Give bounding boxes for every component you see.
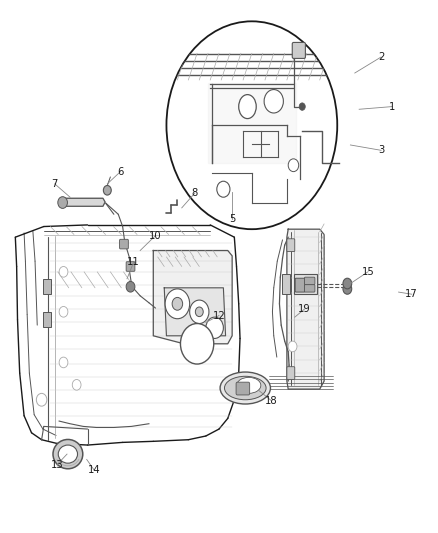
Text: 18: 18	[265, 396, 278, 406]
Ellipse shape	[225, 376, 266, 400]
Polygon shape	[59, 198, 105, 206]
FancyBboxPatch shape	[294, 274, 317, 294]
Circle shape	[172, 297, 183, 310]
Circle shape	[36, 393, 47, 406]
Circle shape	[206, 317, 223, 338]
FancyBboxPatch shape	[304, 285, 315, 292]
Circle shape	[165, 289, 190, 319]
Circle shape	[180, 324, 214, 364]
Text: 14: 14	[88, 465, 100, 475]
FancyBboxPatch shape	[43, 312, 51, 327]
FancyBboxPatch shape	[236, 382, 250, 395]
FancyBboxPatch shape	[287, 239, 295, 252]
Circle shape	[103, 185, 111, 195]
Ellipse shape	[53, 439, 83, 469]
Polygon shape	[153, 251, 232, 344]
FancyBboxPatch shape	[287, 367, 295, 379]
Text: 1: 1	[389, 102, 395, 111]
Text: 6: 6	[117, 167, 124, 176]
Polygon shape	[287, 229, 324, 389]
FancyBboxPatch shape	[304, 277, 315, 285]
Circle shape	[58, 197, 67, 208]
Circle shape	[72, 379, 81, 390]
Text: 3: 3	[378, 146, 384, 155]
Ellipse shape	[239, 94, 256, 118]
Text: 19: 19	[298, 304, 311, 314]
Ellipse shape	[237, 377, 261, 393]
FancyBboxPatch shape	[43, 279, 51, 294]
Text: 17: 17	[405, 289, 418, 299]
Text: 8: 8	[192, 188, 198, 198]
Circle shape	[217, 181, 230, 197]
Circle shape	[166, 21, 337, 229]
Circle shape	[288, 159, 299, 172]
FancyBboxPatch shape	[282, 274, 290, 294]
Polygon shape	[208, 83, 296, 163]
Ellipse shape	[58, 445, 78, 463]
FancyBboxPatch shape	[292, 43, 305, 59]
Text: 11: 11	[127, 257, 140, 267]
Text: 5: 5	[229, 214, 235, 223]
Circle shape	[343, 284, 352, 294]
Polygon shape	[164, 288, 226, 336]
Circle shape	[264, 90, 283, 113]
Circle shape	[126, 281, 135, 292]
Text: 15: 15	[361, 267, 374, 277]
Ellipse shape	[220, 372, 271, 404]
Text: 10: 10	[149, 231, 162, 240]
FancyBboxPatch shape	[126, 262, 135, 271]
Circle shape	[288, 341, 297, 352]
Text: 13: 13	[51, 460, 63, 470]
Text: 7: 7	[52, 179, 58, 189]
Circle shape	[343, 278, 352, 289]
Text: 12: 12	[212, 311, 226, 320]
Circle shape	[59, 357, 68, 368]
Circle shape	[195, 307, 203, 317]
FancyBboxPatch shape	[295, 278, 305, 292]
Text: 2: 2	[378, 52, 384, 62]
Circle shape	[299, 103, 305, 110]
Circle shape	[190, 300, 209, 324]
FancyBboxPatch shape	[120, 239, 128, 249]
Circle shape	[59, 266, 68, 277]
Circle shape	[59, 306, 68, 317]
